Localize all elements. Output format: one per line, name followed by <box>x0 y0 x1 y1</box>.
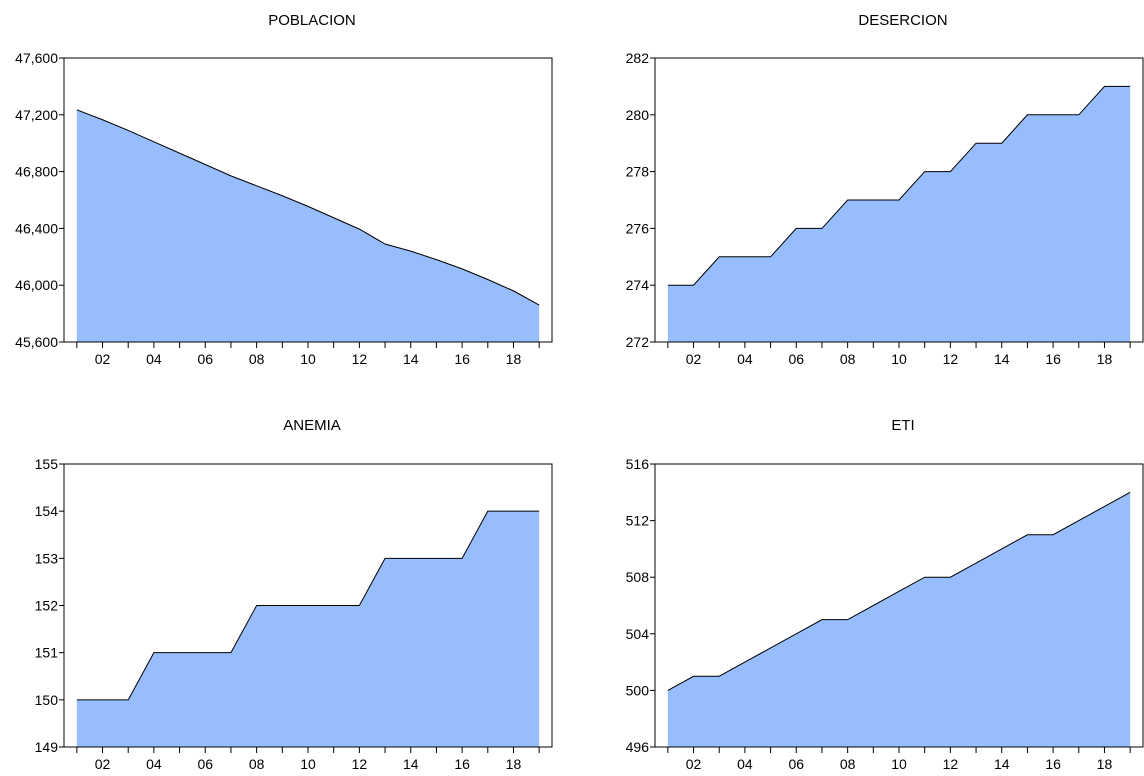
x-tick-label: 02 <box>686 351 702 367</box>
y-tick-label: 274 <box>626 277 650 293</box>
chart-title: POBLACION <box>268 12 356 29</box>
x-tick-label: 18 <box>1097 756 1113 772</box>
series-line <box>667 491 1131 691</box>
x-tick-label: 18 <box>506 351 522 367</box>
panel-desercion: DESERCION 272 274 276 278 280 282 02 04 06 08 10 12… <box>626 12 1144 367</box>
y-tick-label: 46,400 <box>15 220 58 236</box>
series-line <box>76 109 540 306</box>
chart-title: DESERCION <box>858 12 947 29</box>
y-tick-label: 496 <box>626 739 650 755</box>
x-tick-label: 12 <box>943 756 959 772</box>
x-tick-label: 16 <box>454 351 470 367</box>
x-tick-label: 06 <box>788 756 804 772</box>
y-tick-label: 278 <box>626 164 650 180</box>
chart-title: ANEMIA <box>283 417 341 434</box>
y-tick-label: 154 <box>35 503 59 519</box>
x-tick-label: 02 <box>686 756 702 772</box>
panel-poblacion: POBLACION 45,600 46,000 46,400 46,800 47,200… <box>15 12 553 367</box>
series-area <box>76 109 540 342</box>
series-line <box>76 510 540 701</box>
x-tick-label: 02 <box>95 756 111 772</box>
x-tick-label: 14 <box>403 351 419 367</box>
y-tick-label: 153 <box>35 550 59 566</box>
panel-eti: ETI 496 500 504 508 512 516 02 04 06 08 10 12 14 16 18 <box>626 417 1144 772</box>
y-tick-label: 46,800 <box>15 164 58 180</box>
y-tick-label: 500 <box>626 682 650 698</box>
x-tick-label: 06 <box>197 351 213 367</box>
x-tick-label: 04 <box>737 756 753 772</box>
x-tick-label: 10 <box>300 756 316 772</box>
x-tick-label: 10 <box>300 351 316 367</box>
y-tick-label: 280 <box>626 107 650 123</box>
x-tick-label: 04 <box>146 351 162 367</box>
y-tick-label: 276 <box>626 220 650 236</box>
series-line <box>667 85 1131 286</box>
y-tick-label: 512 <box>626 513 650 529</box>
panel-anemia: ANEMIA 149 150 151 152 153 154 155 02 04 06 08 10 12… <box>35 417 553 772</box>
x-tick-label: 12 <box>943 351 959 367</box>
x-tick-label: 04 <box>737 351 753 367</box>
x-tick-label: 08 <box>840 351 856 367</box>
x-tick-label: 10 <box>891 351 907 367</box>
x-tick-label: 08 <box>249 351 265 367</box>
y-tick-label: 508 <box>626 569 650 585</box>
x-tick-label: 18 <box>506 756 522 772</box>
x-tick-label: 16 <box>1045 756 1061 772</box>
x-tick-label: 12 <box>352 351 368 367</box>
y-tick-label: 504 <box>626 626 650 642</box>
x-tick-label: 16 <box>1045 351 1061 367</box>
y-tick-label: 47,600 <box>15 50 58 66</box>
y-tick-label: 152 <box>35 598 59 614</box>
x-tick-label: 08 <box>840 756 856 772</box>
y-tick-label: 46,000 <box>15 277 58 293</box>
series-area <box>667 492 1131 747</box>
series-area <box>76 511 540 747</box>
y-tick-label: 516 <box>626 456 650 472</box>
y-tick-label: 149 <box>35 739 59 755</box>
chart-title: ETI <box>891 417 914 434</box>
y-tick-label: 282 <box>626 50 650 66</box>
x-tick-label: 02 <box>95 351 111 367</box>
x-tick-label: 14 <box>994 756 1010 772</box>
x-tick-label: 10 <box>891 756 907 772</box>
x-tick-label: 18 <box>1097 351 1113 367</box>
x-tick-label: 08 <box>249 756 265 772</box>
y-tick-label: 155 <box>35 456 59 472</box>
y-tick-label: 272 <box>626 334 650 350</box>
x-tick-label: 06 <box>788 351 804 367</box>
y-tick-label: 151 <box>35 645 59 661</box>
x-tick-label: 14 <box>403 756 419 772</box>
x-tick-label: 16 <box>454 756 470 772</box>
y-tick-label: 45,600 <box>15 334 58 350</box>
x-tick-label: 06 <box>197 756 213 772</box>
x-tick-label: 12 <box>352 756 368 772</box>
y-tick-label: 150 <box>35 692 59 708</box>
series-area <box>667 86 1131 343</box>
x-tick-label: 04 <box>146 756 162 772</box>
x-tick-label: 14 <box>994 351 1010 367</box>
y-tick-label: 47,200 <box>15 107 58 123</box>
